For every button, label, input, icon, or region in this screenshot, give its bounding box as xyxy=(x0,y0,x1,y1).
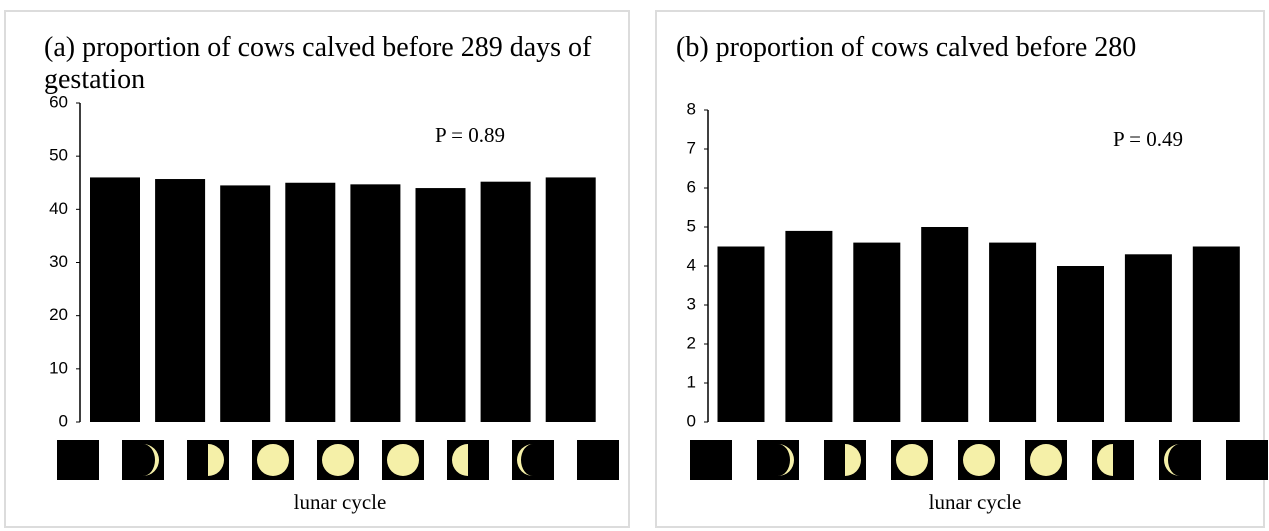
moon-light xyxy=(208,444,224,476)
bar xyxy=(989,242,1037,422)
moon-light xyxy=(517,444,533,476)
moon-icon xyxy=(577,440,619,480)
moon-icon xyxy=(57,440,99,480)
bar xyxy=(785,230,833,422)
moon-icon xyxy=(1226,440,1268,480)
moon-light xyxy=(1097,444,1113,476)
y-tick-label: 0 xyxy=(687,411,696,430)
moon-light xyxy=(778,444,794,476)
x-axis-label: lunar cycle xyxy=(929,490,1022,514)
bar xyxy=(415,188,466,422)
bar xyxy=(480,181,531,422)
bar xyxy=(220,185,271,422)
y-tick-label: 6 xyxy=(687,177,696,196)
y-tick-label: 20 xyxy=(49,305,68,324)
y-tick-label: 0 xyxy=(59,411,68,430)
moon-light xyxy=(322,444,354,476)
moon-light xyxy=(896,444,928,476)
y-tick-label: 30 xyxy=(49,252,68,271)
panel-b xyxy=(655,10,1265,528)
x-axis-label: lunar cycle xyxy=(294,490,387,514)
y-tick-label: 2 xyxy=(687,333,696,352)
bar xyxy=(853,242,901,422)
y-tick-label: 50 xyxy=(49,146,68,165)
moon-light xyxy=(845,444,861,476)
y-tick-label: 10 xyxy=(49,358,68,377)
moon-light xyxy=(452,444,468,476)
bar xyxy=(545,177,596,422)
moon-light xyxy=(257,444,289,476)
moon-light xyxy=(387,444,419,476)
annotation: P = 0.89 xyxy=(435,123,505,147)
annotation: P = 0.49 xyxy=(1113,127,1183,151)
bar xyxy=(1192,246,1240,422)
bar xyxy=(285,182,336,422)
moon-light xyxy=(143,444,159,476)
bar xyxy=(90,177,140,422)
chart-title: (b) proportion of cows calved before 280 xyxy=(676,32,1137,63)
y-tick-label: 7 xyxy=(687,138,696,157)
bar xyxy=(1057,266,1104,422)
panel-a xyxy=(4,10,630,528)
bar xyxy=(717,246,765,422)
moon-icon xyxy=(690,440,732,480)
y-tick-label: 8 xyxy=(687,99,696,118)
bar xyxy=(921,227,969,422)
bar xyxy=(1124,254,1172,422)
chart-title: (a) proportion of cows calved before 289… xyxy=(44,32,592,95)
bar xyxy=(155,179,206,422)
y-tick-label: 60 xyxy=(49,92,68,111)
y-tick-label: 40 xyxy=(49,199,68,218)
y-tick-label: 5 xyxy=(687,216,696,235)
moon-light xyxy=(963,444,995,476)
y-tick-label: 3 xyxy=(687,294,696,313)
y-tick-label: 1 xyxy=(687,372,696,391)
moon-light xyxy=(1164,444,1180,476)
y-tick-label: 4 xyxy=(687,255,696,274)
bar xyxy=(350,184,401,422)
moon-light xyxy=(1030,444,1062,476)
